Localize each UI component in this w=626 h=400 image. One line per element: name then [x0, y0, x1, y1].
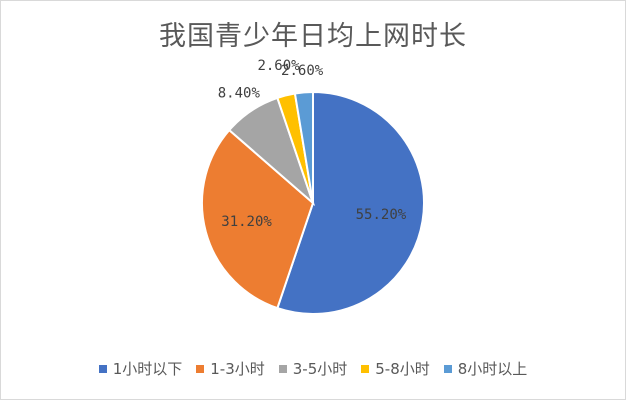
- legend-label: 1-3小时: [210, 360, 265, 378]
- legend-swatch: [196, 364, 205, 373]
- pie-slice-1: [276, 90, 425, 315]
- pie-slice-2: [201, 128, 315, 310]
- legend-label: 3-5小时: [292, 360, 348, 378]
- data-label-4: 2.60%: [257, 58, 300, 74]
- data-label-5: 2.60%: [281, 63, 324, 79]
- data-label-3: 8.40%: [218, 85, 261, 101]
- legend-swatch: [361, 364, 370, 373]
- legend-label: 1小时以下: [112, 360, 183, 378]
- legend-swatch: [98, 364, 107, 373]
- data-label-1: 55.20%: [356, 207, 407, 223]
- legend-item: 1-3小时: [196, 358, 265, 379]
- legend-item: 5-8小时: [361, 358, 430, 379]
- pie-slice-5: [293, 90, 314, 204]
- legend-swatch: [443, 364, 452, 373]
- legend-item: 8小时以上: [443, 358, 528, 379]
- chart-title: 我国青少年日均上网时长: [159, 21, 467, 52]
- data-label-2: 31.20%: [221, 214, 272, 230]
- legend-label: 8小时以上: [457, 360, 528, 378]
- legend-swatch: [278, 364, 287, 373]
- legend-item: 3-5小时: [278, 358, 348, 379]
- legend-label: 5-8小时: [375, 360, 430, 378]
- legend: 1小时以下 1-3小时 3-5小时 5-8小时 8小时以上: [0, 358, 626, 379]
- legend-item: 1小时以下: [98, 358, 183, 379]
